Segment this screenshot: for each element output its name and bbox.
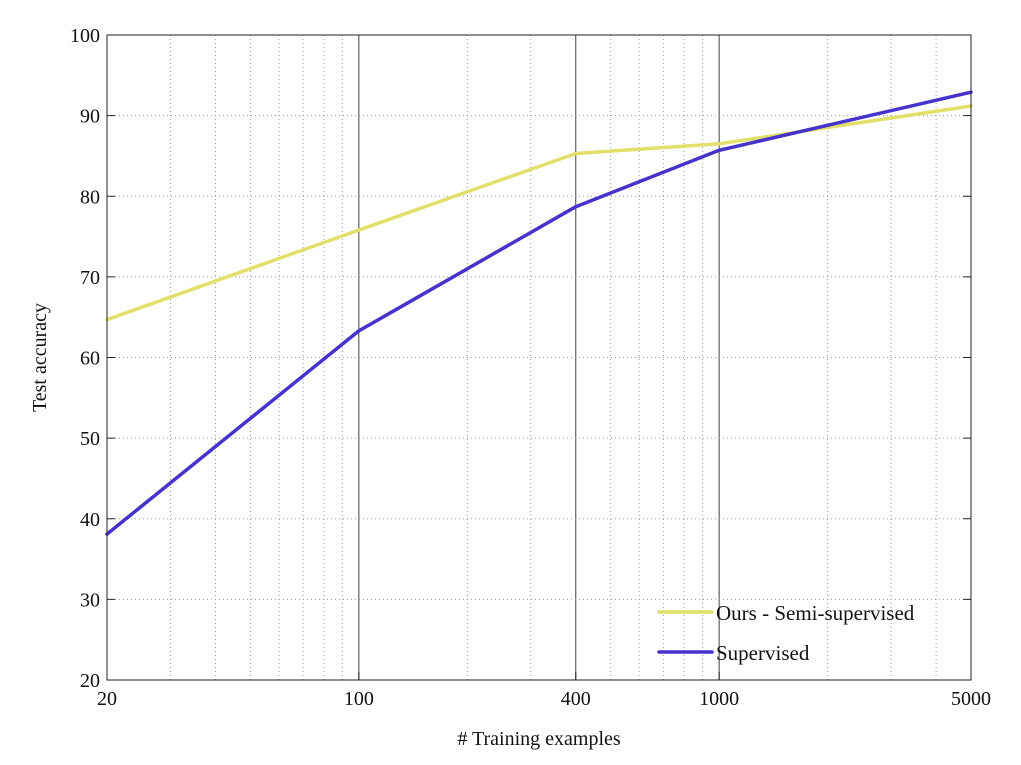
y-tick-label: 100: [70, 25, 100, 47]
series-lines: [105, 90, 973, 536]
series-line-supervised: [105, 90, 973, 536]
y-tick-label: 90: [80, 106, 100, 128]
y-tick-label: 40: [80, 509, 100, 531]
grid: [107, 35, 971, 680]
x-tick-label: 1000: [699, 688, 739, 710]
x-axis-label: # Training examples: [457, 728, 621, 750]
x-tick-label: 100: [344, 688, 374, 710]
x-tick-label: 5000: [951, 688, 991, 710]
x-tick-label: 20: [97, 688, 117, 710]
legend: Ours - Semi-supervised Supervised: [657, 601, 915, 665]
y-tick-label: 50: [80, 428, 100, 450]
series-line-semi-supervised: [105, 104, 973, 322]
y-axis-ticks: 20 30 40 50 60 70 80 90 100: [70, 25, 971, 692]
y-tick-label: 20: [80, 670, 100, 692]
y-tick-label: 60: [80, 348, 100, 370]
y-axis-label: Test accuracy: [29, 303, 51, 412]
x-tick-label: 400: [561, 688, 591, 710]
y-tick-label: 80: [80, 186, 100, 208]
legend-label-supervised: Supervised: [716, 641, 810, 665]
y-tick-label: 30: [80, 589, 100, 611]
x-axis-ticks: 20 100 400 1000 5000: [97, 672, 991, 710]
legend-label-semi-supervised: Ours - Semi-supervised: [716, 601, 915, 625]
y-tick-label: 70: [80, 267, 100, 289]
